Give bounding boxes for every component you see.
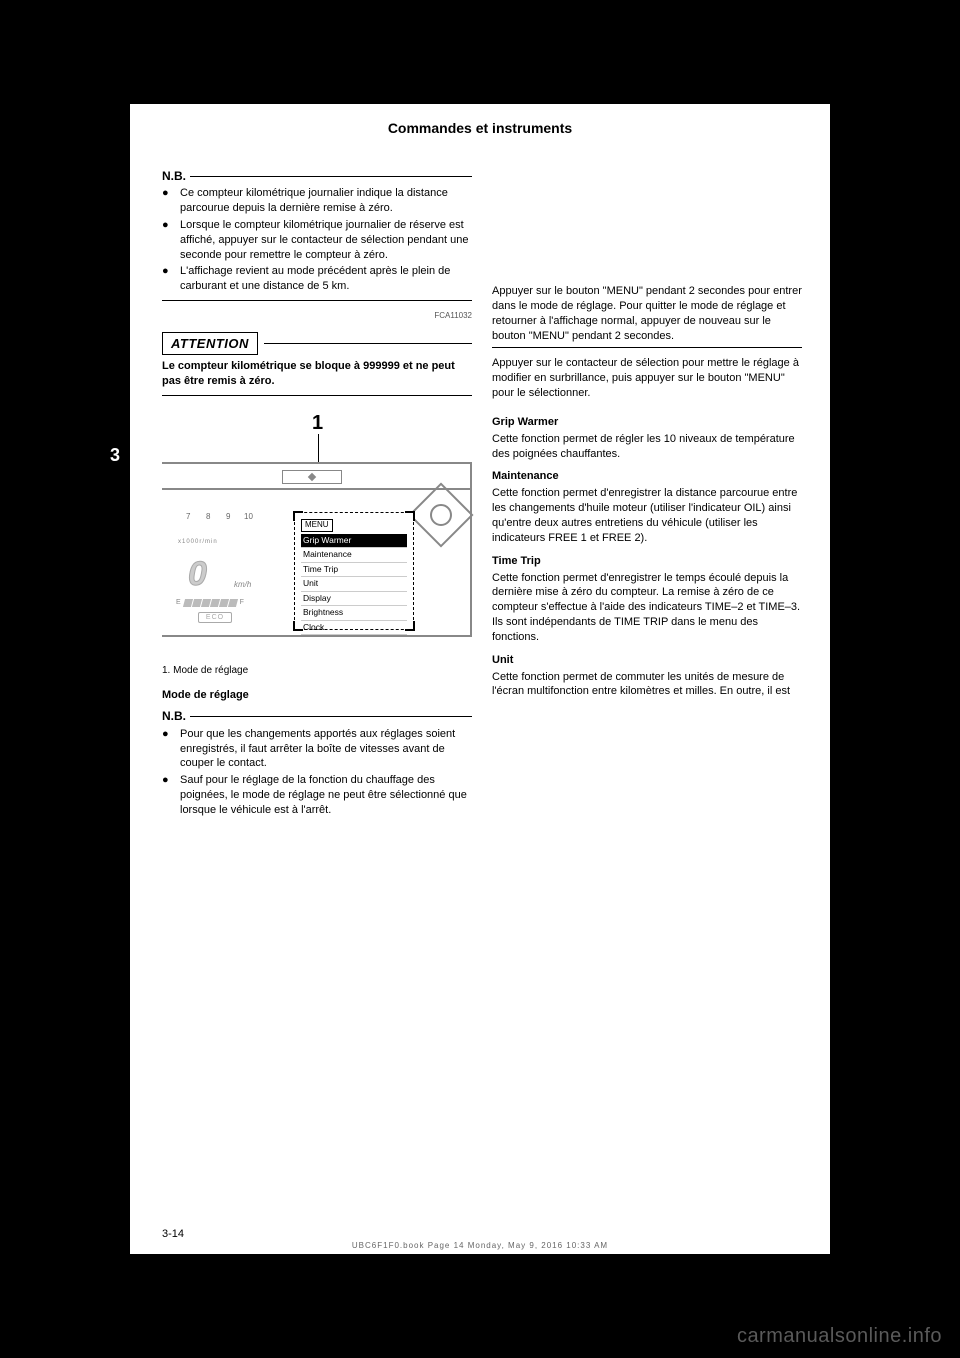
bullet-dot: ● — [162, 727, 172, 772]
menu-item: Brightness — [301, 606, 407, 620]
watermark: carmanualsonline.info — [737, 1325, 942, 1348]
bullet-dot: ● — [162, 264, 172, 294]
page-number: 3-14 — [162, 1228, 184, 1240]
menu-title: MENU — [301, 519, 333, 532]
right-column: Appuyer sur le bouton "MENU" pendant 2 s… — [492, 162, 802, 701]
caption-text: Mode de réglage — [173, 665, 248, 676]
eco-indicator: ECO — [198, 612, 232, 623]
bullet-text: L'affichage revient au mode précédent ap… — [180, 264, 472, 294]
menu-item: Clock — [301, 621, 407, 635]
bullet-text: Lorsque le compteur kilométrique journal… — [180, 218, 472, 263]
panel-notch — [282, 470, 342, 484]
caption-number: 1. — [162, 665, 170, 676]
rule — [162, 300, 472, 301]
menu-item: Display — [301, 592, 407, 606]
setting-body: Cette fonction permet d'enregistrer le t… — [492, 571, 802, 645]
rule — [190, 716, 472, 717]
panel-hex-bolt — [408, 483, 473, 548]
attention-label: ATTENTION — [162, 332, 258, 356]
bracket-corner — [293, 621, 303, 631]
nb-heading-row: N.B. — [162, 708, 472, 724]
speed-value: 0 — [188, 552, 207, 598]
nb-label: N.B. — [162, 168, 186, 184]
bolt-inner — [425, 500, 456, 531]
menu-panel: MENU Grip Warmer Maintenance Time Trip U… — [294, 512, 414, 630]
bullet-dot: ● — [162, 218, 172, 263]
bullet-item: ●Sauf pour le réglage de la fonction du … — [162, 773, 472, 818]
gauge-unit-label: x1000r/min — [178, 538, 218, 546]
diagram-caption: 1. Mode de réglage — [162, 664, 472, 678]
diamond-icon — [308, 473, 316, 481]
setting-item: Maintenance Cette fonction permet d'enre… — [492, 469, 802, 545]
bullet-text: Ce compteur kilométrique journalier indi… — [180, 186, 472, 216]
setting-body: Cette fonction permet d'enregistrer la d… — [492, 486, 802, 545]
setting-title: Grip Warmer — [492, 415, 802, 430]
rule — [190, 176, 472, 177]
gauge-number: 10 — [244, 512, 253, 523]
setting-title: Time Trip — [492, 554, 802, 569]
setting-item: Unit Cette fonction permet de commuter l… — [492, 653, 802, 700]
fuel-empty-label: E — [176, 598, 181, 607]
menu-item: Time Trip — [301, 563, 407, 577]
attention-code: FCA11032 — [162, 311, 472, 322]
bracket-corner — [405, 621, 415, 631]
nb-heading-row: N.B. — [162, 168, 472, 184]
setting-item: Time Trip Cette fonction permet d'enregi… — [492, 554, 802, 645]
bullet-text: Sauf pour le réglage de la fonction du c… — [180, 773, 472, 818]
bracket-corner — [405, 511, 415, 521]
bullet-item: ●Lorsque le compteur kilométrique journa… — [162, 218, 472, 263]
bullet-dot: ● — [162, 186, 172, 216]
setting-body: Cette fonction permet de régler les 10 n… — [492, 432, 802, 462]
callout-number: 1 — [312, 410, 323, 437]
manual-page: Commandes et instruments 3 N.B. ●Ce comp… — [130, 104, 830, 1254]
attention-text: Le compteur kilométrique se bloque à 999… — [162, 359, 472, 389]
page-header: Commandes et instruments — [130, 120, 830, 136]
rule — [162, 395, 472, 396]
panel-top-bezel — [162, 464, 470, 490]
attention-heading: ATTENTION — [162, 332, 472, 356]
paragraph: Appuyer sur le bouton "MENU" pendant 2 s… — [492, 284, 802, 343]
part-code: UBC6F1F0.book Page 14 Monday, May 9, 201… — [130, 1241, 830, 1250]
setting-title: Maintenance — [492, 469, 802, 484]
gauge-number: 7 — [186, 512, 190, 523]
left-column: N.B. ● Ce compteur kilométrique journalie… — [162, 162, 472, 820]
bullet-item: ● Ce compteur kilométrique journalier ind… — [162, 186, 472, 216]
fuel-full-label: F — [240, 598, 244, 607]
bullet-item: ●Pour que les changements apportés aux r… — [162, 727, 472, 772]
bullet-item: ● L'affichage revient au mode précédent a… — [162, 264, 472, 294]
gauge-zone: 7 8 9 10 x1000r/min 0 km/h E — [168, 502, 288, 622]
rule — [264, 343, 472, 344]
menu-item-selected: Grip Warmer — [301, 534, 407, 548]
rule — [492, 347, 802, 348]
speed-unit: km/h — [234, 580, 251, 591]
mode-heading: Mode de réglage — [162, 688, 472, 703]
gauge-number: 8 — [206, 512, 210, 523]
menu-item: Maintenance — [301, 548, 407, 562]
section-tab: 3 — [100, 440, 130, 470]
menu-item: Unit — [301, 577, 407, 591]
setting-item: Grip Warmer Cette fonction permet de rég… — [492, 415, 802, 462]
setting-title: Unit — [492, 653, 802, 668]
nb-label: N.B. — [162, 708, 186, 724]
bracket-corner — [293, 511, 303, 521]
fuel-gauge: E F — [176, 598, 272, 608]
fuel-segment — [228, 599, 238, 607]
bullet-text: Pour que les changements apportés aux ré… — [180, 727, 472, 772]
instrument-panel: 7 8 9 10 x1000r/min 0 km/h E — [162, 462, 472, 637]
display-diagram: 1 7 8 9 10 x1000r/min 0 km/h E — [162, 424, 472, 654]
setting-body: Cette fonction permet de commuter les un… — [492, 670, 802, 700]
paragraph: Appuyer sur le contacteur de sélection p… — [492, 356, 802, 401]
gauge-number: 9 — [226, 512, 230, 523]
bullet-dot: ● — [162, 773, 172, 818]
